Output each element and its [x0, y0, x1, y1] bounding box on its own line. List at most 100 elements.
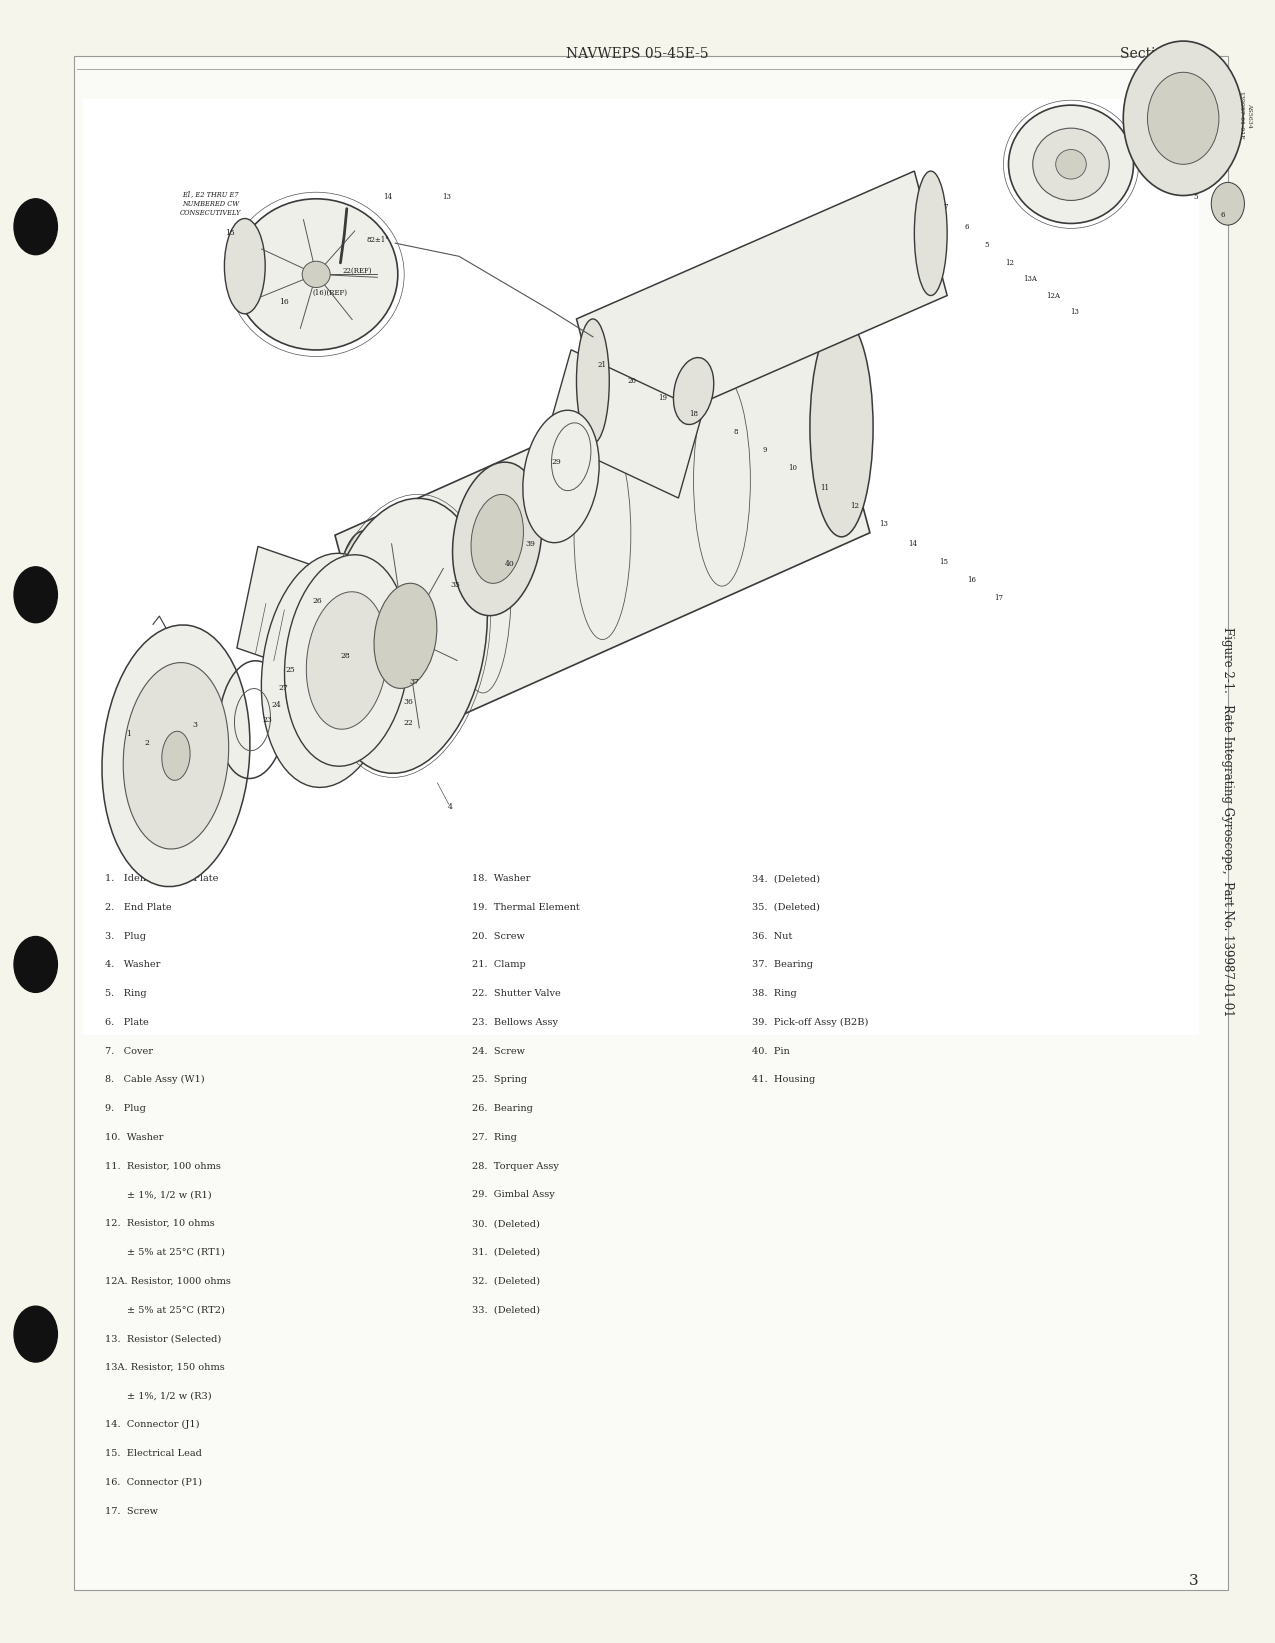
- Text: 18: 18: [688, 411, 699, 417]
- Text: Section  II: Section II: [1119, 48, 1192, 61]
- Text: 7: 7: [944, 204, 949, 210]
- Text: 12A. Resistor, 1000 ohms: 12A. Resistor, 1000 ohms: [105, 1277, 231, 1285]
- Text: 27: 27: [278, 685, 288, 692]
- Polygon shape: [335, 322, 870, 746]
- Ellipse shape: [673, 358, 714, 424]
- Text: 36: 36: [403, 698, 413, 705]
- Text: 13.  Resistor (Selected): 13. Resistor (Selected): [105, 1334, 221, 1342]
- Text: 29: 29: [551, 458, 561, 465]
- Text: 3.   Plug: 3. Plug: [105, 932, 145, 940]
- Text: 39.  Pick-off Assy (B2B): 39. Pick-off Assy (B2B): [752, 1017, 868, 1027]
- Text: 13: 13: [1071, 309, 1079, 315]
- Text: 13A. Resistor, 150 ohms: 13A. Resistor, 150 ohms: [105, 1364, 224, 1372]
- Text: 28.  Torquer Assy: 28. Torquer Assy: [472, 1162, 558, 1170]
- Ellipse shape: [329, 555, 444, 749]
- Circle shape: [1148, 72, 1219, 164]
- Text: 16.  Connector (P1): 16. Connector (P1): [105, 1479, 201, 1487]
- Text: E1, E2 THRU E7
NUMBERED CW
CONSECUTIVELY: E1, E2 THRU E7 NUMBERED CW CONSECUTIVELY: [180, 191, 241, 217]
- Text: 6.   Plate: 6. Plate: [105, 1017, 148, 1027]
- Ellipse shape: [286, 595, 372, 746]
- Text: (16)(REF): (16)(REF): [312, 289, 348, 296]
- Text: 7.   Cover: 7. Cover: [105, 1047, 153, 1055]
- Text: 12.  Resistor, 10 ohms: 12. Resistor, 10 ohms: [105, 1219, 214, 1227]
- Text: 25.  Spring: 25. Spring: [472, 1075, 527, 1084]
- Text: 12A: 12A: [1047, 292, 1060, 299]
- Text: 13A: 13A: [1024, 276, 1037, 283]
- Text: AS5634: AS5634: [1247, 102, 1252, 128]
- Text: ± 1%, 1/2 w (R1): ± 1%, 1/2 w (R1): [105, 1190, 212, 1199]
- Text: 40.  Pin: 40. Pin: [752, 1047, 790, 1055]
- Ellipse shape: [324, 498, 487, 774]
- Text: 4: 4: [448, 803, 453, 810]
- Text: 8: 8: [733, 429, 738, 435]
- Text: 20: 20: [627, 378, 638, 384]
- Text: 17.  Screw: 17. Screw: [105, 1507, 158, 1515]
- Ellipse shape: [102, 624, 250, 887]
- Text: 13: 13: [880, 521, 887, 527]
- Text: ± 5% at 25°C (RT1): ± 5% at 25°C (RT1): [105, 1249, 224, 1257]
- Text: 12: 12: [849, 503, 859, 509]
- Text: 22(REF): 22(REF): [342, 268, 372, 274]
- Circle shape: [14, 1306, 57, 1362]
- Text: Figure 2-1.   Rate Integrating Gyroscope,  Part No. 139987-01-01: Figure 2-1. Rate Integrating Gyroscope, …: [1221, 626, 1234, 1017]
- Text: 15: 15: [224, 230, 235, 237]
- Ellipse shape: [235, 199, 398, 350]
- Text: 20.  Screw: 20. Screw: [472, 932, 524, 940]
- Text: 33.  (Deleted): 33. (Deleted): [472, 1305, 539, 1314]
- Ellipse shape: [1033, 128, 1109, 200]
- Text: 11: 11: [820, 485, 830, 491]
- Text: 26: 26: [312, 598, 323, 605]
- Text: 14: 14: [908, 541, 918, 547]
- Text: 25: 25: [286, 667, 296, 674]
- Text: 29.  Gimbal Assy: 29. Gimbal Assy: [472, 1190, 555, 1199]
- Ellipse shape: [332, 531, 395, 751]
- Ellipse shape: [162, 731, 190, 780]
- Text: 18.  Washer: 18. Washer: [472, 874, 530, 882]
- Text: 21: 21: [597, 361, 607, 368]
- Text: 22.  Shutter Valve: 22. Shutter Valve: [472, 989, 561, 997]
- Ellipse shape: [523, 411, 599, 542]
- Text: 2: 2: [144, 739, 149, 746]
- Text: 24: 24: [272, 702, 282, 708]
- Text: 5.   Ring: 5. Ring: [105, 989, 147, 997]
- Text: 17: 17: [993, 595, 1003, 601]
- Text: 4.   Washer: 4. Washer: [105, 960, 159, 969]
- Text: 11.  Resistor, 100 ohms: 11. Resistor, 100 ohms: [105, 1162, 221, 1170]
- Text: 39: 39: [525, 541, 536, 547]
- Text: 139987-01-01E: 139987-01-01E: [1238, 90, 1243, 140]
- Text: 40: 40: [505, 560, 515, 567]
- Ellipse shape: [1009, 105, 1133, 223]
- Polygon shape: [547, 350, 703, 498]
- Text: 22: 22: [403, 720, 413, 726]
- Text: 21.  Clamp: 21. Clamp: [472, 960, 525, 969]
- Text: 10: 10: [788, 465, 798, 472]
- Text: 37: 37: [409, 679, 419, 685]
- Text: 5: 5: [984, 242, 989, 248]
- Text: 34.  (Deleted): 34. (Deleted): [752, 874, 820, 882]
- Text: 16: 16: [279, 299, 289, 306]
- Ellipse shape: [374, 583, 437, 688]
- Text: 38.  Ring: 38. Ring: [752, 989, 797, 997]
- Text: 3: 3: [1188, 1574, 1198, 1587]
- Ellipse shape: [810, 317, 873, 537]
- Text: 28: 28: [340, 652, 351, 659]
- Text: 16: 16: [966, 577, 977, 583]
- Text: 1: 1: [126, 731, 131, 738]
- Text: 37.  Bearing: 37. Bearing: [752, 960, 813, 969]
- Circle shape: [1211, 182, 1244, 225]
- Bar: [83, 99, 1198, 1035]
- Text: 41.  Housing: 41. Housing: [752, 1075, 816, 1084]
- Ellipse shape: [224, 219, 265, 314]
- Polygon shape: [237, 547, 405, 698]
- Text: 13: 13: [442, 194, 450, 200]
- Text: 5: 5: [1193, 194, 1198, 200]
- Text: 12: 12: [1005, 260, 1015, 266]
- Text: 14: 14: [382, 194, 393, 200]
- Text: 35: 35: [450, 582, 460, 588]
- Text: 9.   Plug: 9. Plug: [105, 1104, 145, 1112]
- Ellipse shape: [453, 462, 542, 616]
- Text: 6: 6: [964, 223, 969, 230]
- Text: 31.  (Deleted): 31. (Deleted): [472, 1249, 539, 1257]
- Text: 8.   Cable Assy (W1): 8. Cable Assy (W1): [105, 1075, 204, 1084]
- Text: 23.  Bellows Assy: 23. Bellows Assy: [472, 1017, 557, 1027]
